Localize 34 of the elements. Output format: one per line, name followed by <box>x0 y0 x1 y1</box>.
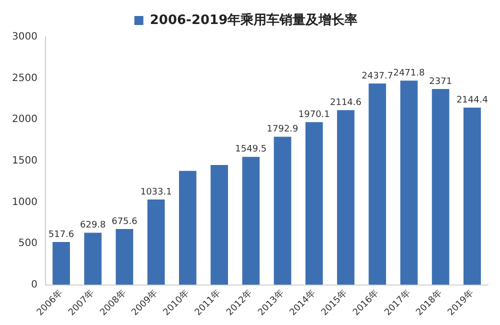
data-label: 2371 <box>429 76 452 87</box>
bar <box>179 170 196 285</box>
data-label: 2471.8 <box>393 68 425 78</box>
data-label: 629.8 <box>80 220 106 231</box>
y-tick-label: 2000 <box>12 114 38 126</box>
bar <box>337 110 354 285</box>
y-tick-label: 500 <box>18 238 38 250</box>
y-tick-label: 1500 <box>12 155 38 166</box>
bar <box>432 88 450 285</box>
legend-label: 2006-2019年乘用车销量及增长率 <box>150 12 358 28</box>
bar <box>147 199 165 285</box>
y-tick-label: 3000 <box>12 32 38 43</box>
bar <box>84 232 102 285</box>
bar <box>305 122 323 285</box>
bar <box>52 242 70 285</box>
data-label: 2114.6 <box>330 98 362 108</box>
bar <box>274 136 292 285</box>
bar <box>242 156 260 285</box>
data-label: 517.6 <box>48 230 74 240</box>
data-label: 1792.9 <box>266 124 299 135</box>
data-label: 675.6 <box>112 216 138 227</box>
data-label: 1549.5 <box>235 144 267 155</box>
data-label: 2437.7 <box>362 71 394 82</box>
data-label: 1970.1 <box>298 110 330 120</box>
data-label: 1033.1 <box>140 187 172 198</box>
bar <box>116 229 134 285</box>
y-tick-label: 0 <box>31 279 38 290</box>
y-tick-label: 2500 <box>12 72 38 84</box>
data-label: 2144.4 <box>456 96 488 106</box>
bar <box>210 165 228 285</box>
y-tick-label: 1000 <box>12 196 38 208</box>
bar <box>368 83 386 285</box>
bar <box>464 108 481 285</box>
bar <box>400 80 418 285</box>
